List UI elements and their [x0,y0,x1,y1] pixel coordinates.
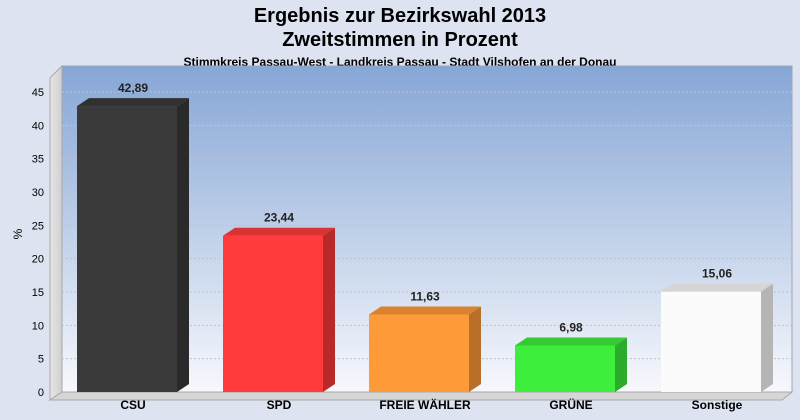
y-axis-ticks: 0 5 10 15 20 25 30 35 40 45 [32,87,44,399]
bar-side [761,283,773,392]
y-tick-label: 0 [38,387,44,399]
x-category-label: CSU [120,398,145,412]
x-category-label: FREIE WÄHLER [379,397,471,412]
bar-side [177,98,189,393]
bar-top [369,306,481,315]
bar-front [515,345,615,392]
chart-title: Ergebnis zur Bezirkswahl 2013 [253,5,547,27]
bar-front [223,235,323,392]
bar-sonstige: 15,06 [661,267,773,392]
y-tick-label: 45 [32,87,44,99]
bar-value-label: 6,98 [559,320,583,334]
bar-side [615,337,627,392]
bar-top [661,283,773,292]
y-tick-label: 10 [32,320,44,332]
bar-top [223,227,335,236]
bar-value-label: 42,89 [118,81,148,95]
bar-value-label: 15,06 [702,267,732,281]
bar-front [369,314,469,392]
bar-side [323,227,335,392]
y-tick-label: 5 [38,354,44,366]
bar-top [515,337,627,346]
y-tick-label: 15 [32,287,44,299]
y-tick-label: 40 [32,120,44,132]
bar-csu: 42,89 [77,81,189,393]
y-tick-label: 35 [32,154,44,166]
bar-front [77,106,177,393]
bar-value-label: 23,44 [264,211,294,225]
bar-side [469,306,481,392]
y-tick-label: 30 [32,187,44,199]
bar-top [77,98,189,107]
y-axis-label: % [11,228,25,239]
x-category-label: SPD [267,398,292,412]
y-tick-label: 20 [32,254,44,266]
bar-value-label: 11,63 [410,289,440,303]
bar-grüne: 6,98 [515,320,627,392]
x-category-label: GRÜNE [549,397,592,412]
bars: 42,89 23,44 11,63 6,98 15,06 [77,81,773,393]
chart-title-line2: Zweitstimmen in Prozent [282,29,518,51]
y-tick-label: 25 [32,220,44,232]
x-axis-labels: CSU SPD FREIE WÄHLER GRÜNE Sonstige [120,397,742,412]
bar-spd: 23,44 [223,211,335,392]
bar-freie-wähler: 11,63 [369,289,481,392]
x-category-label: Sonstige [692,398,743,412]
bar-front [661,291,761,392]
